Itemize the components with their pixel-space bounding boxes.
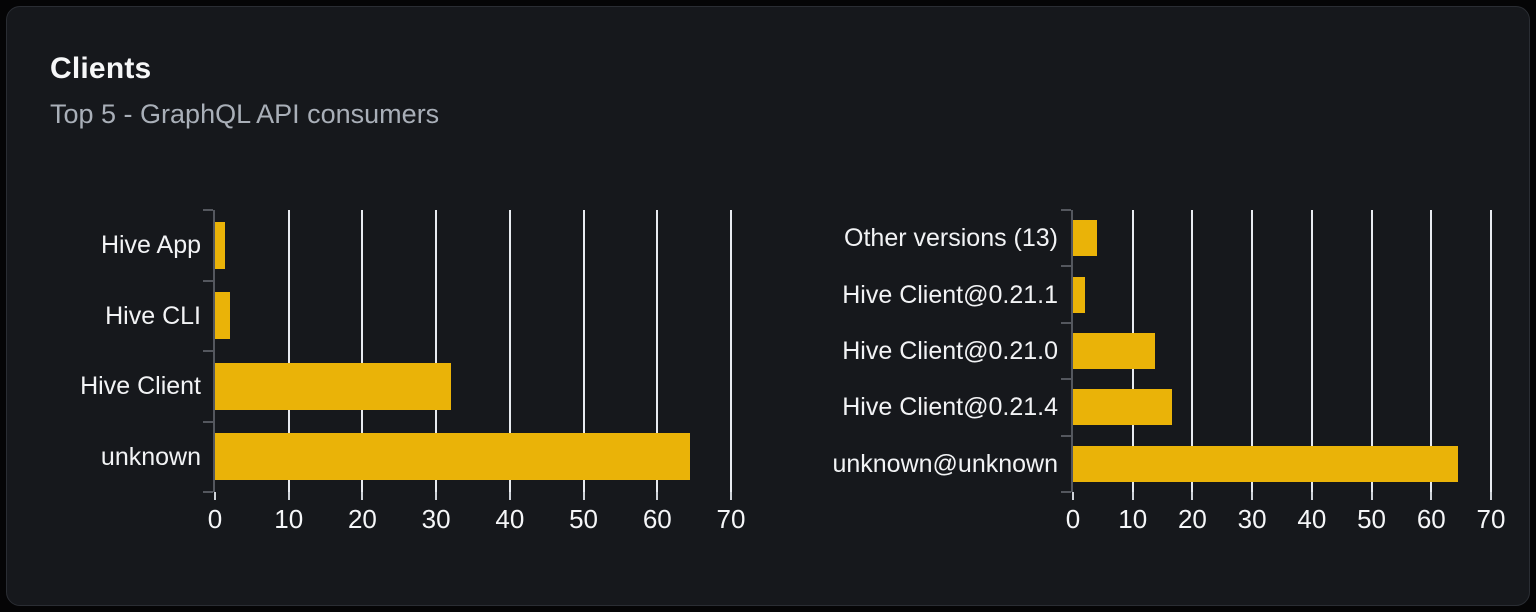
card-subtitle: Top 5 - GraphQL API consumers (50, 99, 440, 129)
x-tick-label: 40 (1297, 504, 1327, 534)
y-axis-tick (203, 280, 213, 282)
grid-line (508, 210, 511, 492)
x-tick-label: 40 (495, 504, 525, 534)
x-axis-tick (1370, 492, 1373, 500)
grid-line (730, 210, 732, 492)
y-axis-tick (1061, 209, 1071, 211)
x-axis-tick (1430, 492, 1433, 500)
y-axis-line (213, 210, 215, 492)
x-tick-label: 20 (347, 504, 377, 534)
x-tick-label: 10 (274, 504, 304, 534)
y-axis-tick (1061, 491, 1071, 493)
y-axis-tick (1061, 265, 1071, 267)
y-axis-tick (203, 209, 213, 211)
grid-line (361, 210, 364, 492)
bar[interactable] (1073, 333, 1155, 369)
x-axis-tick (1191, 492, 1194, 500)
x-tick-label: 60 (1416, 504, 1446, 534)
y-axis-tick (203, 421, 213, 423)
grid-line (1430, 210, 1433, 492)
x-axis-tick (730, 492, 732, 500)
grid-line (656, 210, 659, 492)
grid-line (1310, 210, 1313, 492)
grid-line (1490, 210, 1492, 492)
x-tick-label: 50 (569, 504, 599, 534)
card-title: Clients (50, 52, 152, 85)
bar[interactable] (215, 222, 225, 269)
grid-line (1370, 210, 1373, 492)
category-label: unknown@unknown (832, 450, 1058, 478)
x-axis-tick (1490, 492, 1492, 500)
x-axis-tick (435, 492, 438, 500)
bar[interactable] (1073, 389, 1172, 425)
x-tick-label: 50 (1357, 504, 1387, 534)
x-axis-tick (1131, 492, 1134, 500)
bar[interactable] (1073, 446, 1458, 482)
grid-line (435, 210, 438, 492)
x-axis-tick (1310, 492, 1313, 500)
y-axis-tick (1061, 378, 1071, 380)
bar[interactable] (215, 363, 451, 410)
y-axis-tick (1061, 435, 1071, 437)
grid-line (287, 210, 290, 492)
grid-line (1191, 210, 1194, 492)
grid-line (1251, 210, 1254, 492)
bar[interactable] (215, 433, 690, 480)
x-tick-label: 0 (1065, 504, 1081, 534)
x-tick-label: 30 (1237, 504, 1267, 534)
x-axis-tick (656, 492, 659, 500)
bar[interactable] (1073, 277, 1085, 313)
category-label: Hive Client (80, 372, 201, 400)
x-tick-label: 60 (642, 504, 672, 534)
x-tick-label: 70 (716, 504, 746, 534)
x-axis-tick (508, 492, 511, 500)
x-tick-label: 10 (1118, 504, 1148, 534)
bar[interactable] (215, 292, 230, 339)
x-axis-tick (361, 492, 364, 500)
category-label: unknown (100, 443, 201, 471)
category-label: Other versions (13) (844, 224, 1058, 252)
category-label: Hive Client@0.21.0 (842, 337, 1058, 365)
x-tick-label: 70 (1476, 504, 1506, 534)
x-axis-tick (287, 492, 290, 500)
x-axis-tick (214, 492, 216, 500)
grid-line (582, 210, 585, 492)
x-axis-tick (1251, 492, 1254, 500)
x-axis-tick (582, 492, 585, 500)
category-label: Hive Client@0.21.4 (842, 393, 1058, 421)
x-tick-label: 20 (1177, 504, 1207, 534)
x-axis-tick (1072, 492, 1074, 500)
category-label: Hive CLI (105, 302, 201, 330)
y-axis-tick (203, 350, 213, 352)
x-tick-label: 0 (207, 504, 223, 534)
category-label: Hive Client@0.21.1 (842, 281, 1058, 309)
category-label: Hive App (100, 231, 201, 259)
y-axis-tick (203, 491, 213, 493)
bar[interactable] (1073, 220, 1097, 256)
x-tick-label: 30 (421, 504, 451, 534)
clients-card: Clients Top 5 - GraphQL API consumers (6, 6, 1530, 606)
y-axis-line (1071, 210, 1073, 492)
y-axis-tick (1061, 322, 1071, 324)
